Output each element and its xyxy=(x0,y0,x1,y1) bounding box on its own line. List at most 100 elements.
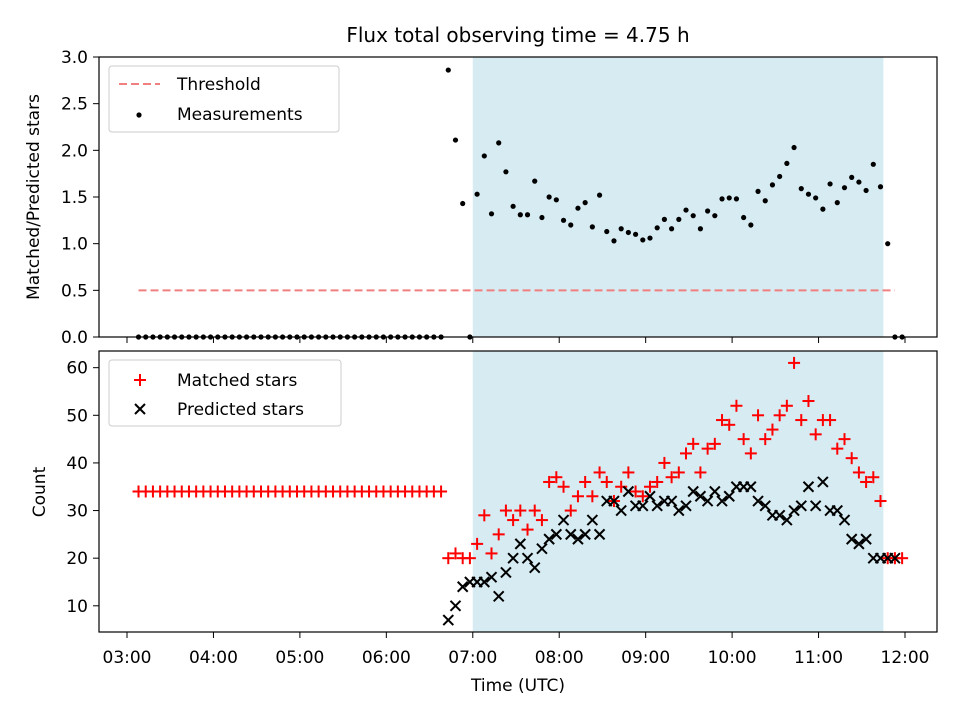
matched-star-point xyxy=(867,471,880,484)
matched-star-point xyxy=(435,485,448,498)
matched-star-point xyxy=(492,528,505,541)
predicted-star-point xyxy=(521,552,534,564)
measurement-point xyxy=(488,211,495,217)
predicted-stars-points xyxy=(442,476,901,626)
predicted-star-point xyxy=(637,500,649,512)
x-tick-label: 11:00 xyxy=(794,648,843,668)
matched-star-point xyxy=(485,547,498,560)
measurement-point xyxy=(870,161,876,167)
matched-star-point xyxy=(831,442,844,455)
matched-star-point xyxy=(600,475,613,488)
y-tick-label: 1.5 xyxy=(61,188,88,208)
measurement-point xyxy=(719,196,725,202)
predicted-star-point xyxy=(579,528,591,541)
matched-star-point xyxy=(780,399,793,412)
predicted-star-point xyxy=(478,576,491,588)
matched-star-point xyxy=(802,395,815,408)
matched-star-point xyxy=(860,475,873,488)
matched-star-point xyxy=(680,447,693,460)
matched-star-point xyxy=(788,356,801,369)
predicted-star-point xyxy=(701,495,714,507)
measurement-point xyxy=(445,67,451,73)
matched-star-point xyxy=(651,475,664,488)
matched-star-point xyxy=(449,547,462,560)
matched-star-point xyxy=(507,514,520,527)
measurement-point xyxy=(596,192,603,198)
measurement-point xyxy=(632,231,639,237)
measurement-point xyxy=(805,191,812,197)
predicted-star-point xyxy=(694,490,707,502)
matched-star-point xyxy=(752,409,765,422)
measurement-point xyxy=(769,182,776,188)
ratio-panel: 0.0 0.5 1.0 1.5 2.0 2.5 3.0 Matched/Predicted … xyxy=(24,48,938,348)
measurement-point xyxy=(856,179,862,185)
measurement-point xyxy=(568,222,574,228)
predicted-star-point xyxy=(608,495,620,507)
matched-star-point xyxy=(629,485,642,498)
matched-star-point xyxy=(852,466,865,479)
measurement-point xyxy=(496,140,502,146)
predicted-star-point xyxy=(586,514,599,526)
matched-star-point xyxy=(737,433,750,446)
count-legend: Matched stars Predicted stars xyxy=(108,359,342,427)
x-tick-label: 12:00 xyxy=(881,648,930,668)
x-tick-label: 05:00 xyxy=(275,648,324,668)
measurement-point xyxy=(813,195,819,201)
x-tick-label: 09:00 xyxy=(621,648,670,668)
measurement-point xyxy=(503,169,509,175)
predicted-star-point xyxy=(716,495,728,507)
ratio-legend: Threshold Measurements xyxy=(108,65,340,133)
legend-measurements-swatch xyxy=(136,112,142,118)
predicted-star-point xyxy=(456,581,469,593)
measurement-point xyxy=(546,194,552,200)
x-tick-label: 08:00 xyxy=(535,648,584,668)
measurement-point xyxy=(741,214,747,221)
predicted-star-point xyxy=(802,481,815,493)
matched-star-point xyxy=(528,504,541,517)
predicted-star-point xyxy=(557,514,570,526)
predicted-star-point xyxy=(788,504,800,517)
x-tick-label: 03:00 xyxy=(103,648,152,668)
measurement-point xyxy=(560,217,567,223)
matched-star-point xyxy=(543,475,556,488)
matched-star-point xyxy=(643,480,656,493)
measurement-point xyxy=(827,181,833,187)
matched-star-point xyxy=(586,490,599,503)
predicted-star-point xyxy=(665,495,678,507)
measurement-point xyxy=(712,213,718,219)
matched-star-point xyxy=(694,466,707,479)
measurement-point xyxy=(524,212,531,218)
measurement-point xyxy=(474,191,480,197)
y-tick-label: 40 xyxy=(66,454,88,474)
matched-star-point xyxy=(701,442,714,455)
x-tick-label: 10:00 xyxy=(708,648,757,668)
ratio-y-ticks: 0.0 0.5 1.0 1.5 2.0 2.5 3.0 xyxy=(61,48,99,348)
predicted-star-point xyxy=(485,571,498,583)
matched-star-point xyxy=(550,471,563,484)
matched-star-point xyxy=(665,471,678,484)
measurement-point xyxy=(820,206,826,212)
predicted-star-point xyxy=(745,481,757,493)
matched-star-point xyxy=(723,418,736,431)
matched-star-point xyxy=(896,552,909,565)
predicted-star-point xyxy=(687,485,699,498)
measurement-point xyxy=(532,178,538,184)
ratio-shaded-window xyxy=(472,57,884,337)
matched-star-point xyxy=(564,504,577,517)
predicted-star-point xyxy=(651,500,663,512)
measurement-point xyxy=(791,144,797,151)
predicted-star-point xyxy=(529,561,541,574)
predicted-star-point xyxy=(795,500,807,512)
measurement-point xyxy=(661,216,667,222)
measurement-point xyxy=(683,207,689,213)
count-y-ticks: 10 20 30 40 50 60 xyxy=(66,359,99,617)
measurement-point xyxy=(510,203,516,209)
measurement-point xyxy=(539,214,545,221)
predicted-star-point xyxy=(853,538,865,550)
count-panel: 10 20 30 40 50 60 03:00 04:00 05:00 06:00 07:00 08… xyxy=(30,350,938,696)
count-plot-frame xyxy=(98,350,938,633)
measurement-point xyxy=(733,196,740,202)
measurement-point xyxy=(460,200,466,207)
y-tick-label: 0.5 xyxy=(61,281,88,301)
